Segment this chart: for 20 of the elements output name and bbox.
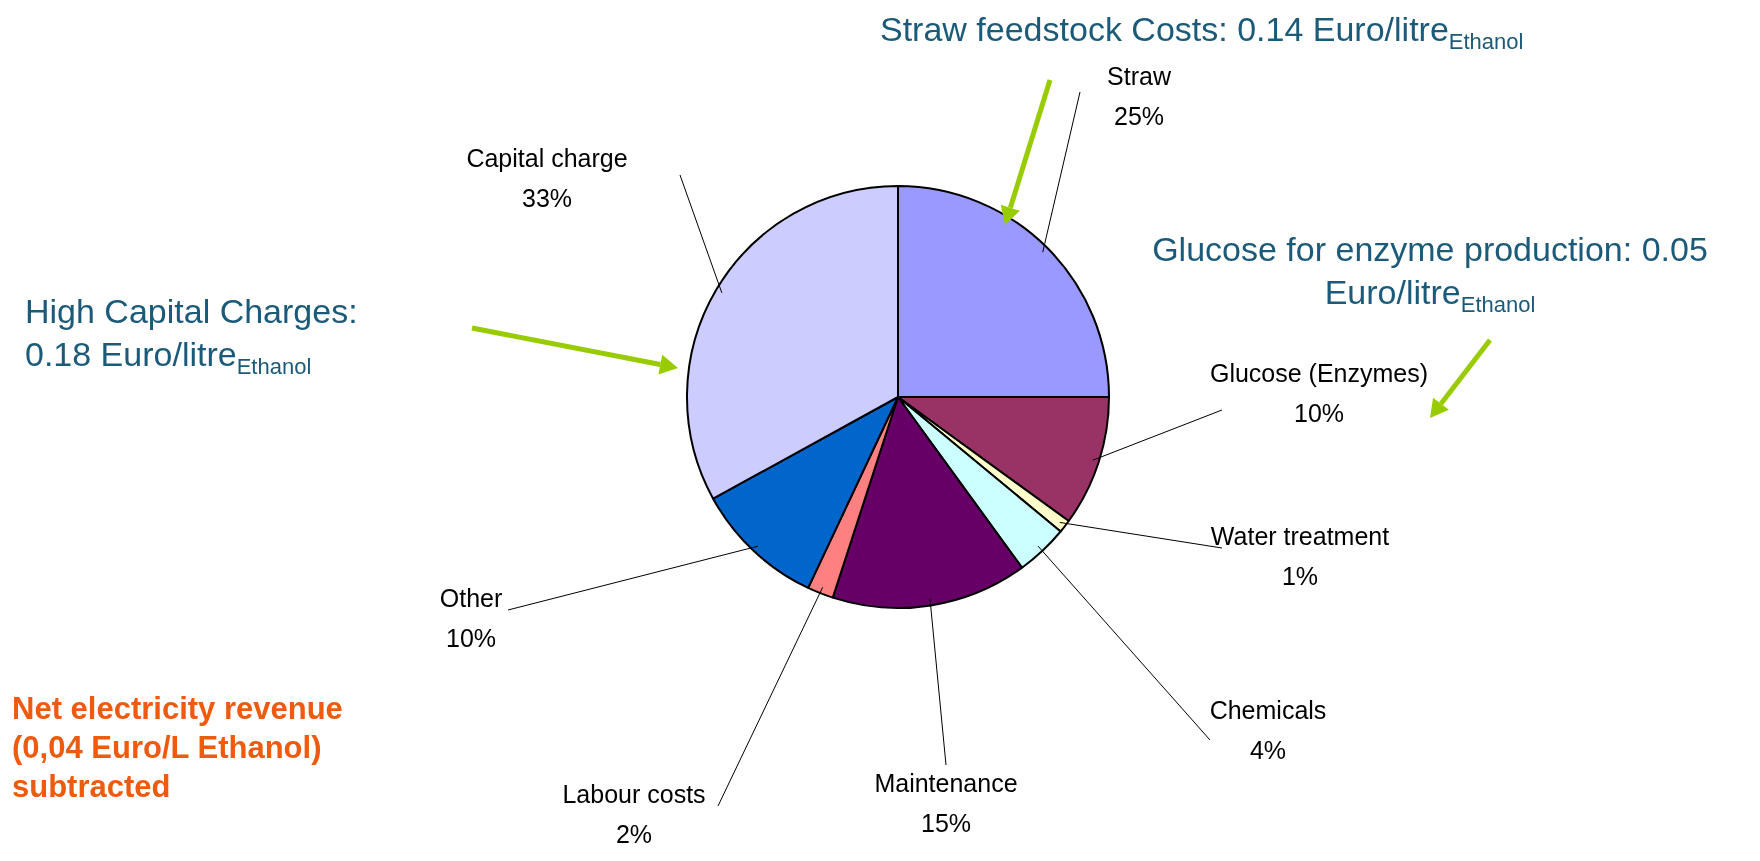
slice-label: Other xyxy=(439,583,503,612)
data-label: 10% xyxy=(1293,398,1345,427)
slice-label: Straw xyxy=(1107,61,1172,90)
slice-label: Water treatment xyxy=(1210,521,1390,550)
data-label: 4% xyxy=(1249,735,1287,764)
slice-label: Chemicals xyxy=(1209,695,1327,724)
data-label: 10% xyxy=(445,623,497,652)
text: Straw feedstock Costs: 0.14 Euro/litre$_{Ethanol}$ xyxy=(880,9,1525,56)
data-label: 25% xyxy=(1113,101,1165,130)
text: Net electricity revenue (0,04 Euro/L Ethanol) subtracted xyxy=(12,690,344,806)
data-label: 2% xyxy=(615,819,653,848)
text: High Capital Charges: 0.18 Euro/litre$_{Ethanol}$ xyxy=(25,291,359,380)
text: Glucose for enzyme production: 0.05 Euro/litre$_{Ethanol}$ xyxy=(1151,229,1709,318)
data-label: 1% xyxy=(1281,561,1319,590)
slice-label: Maintenance xyxy=(874,768,1018,797)
data-label: 33% xyxy=(521,183,573,212)
slice-label: Glucose (Enzymes) xyxy=(1209,358,1429,387)
slice-label: Labour costs xyxy=(562,779,706,808)
slice-label: Capital charge xyxy=(466,143,628,172)
data-label: 15% xyxy=(920,808,972,837)
